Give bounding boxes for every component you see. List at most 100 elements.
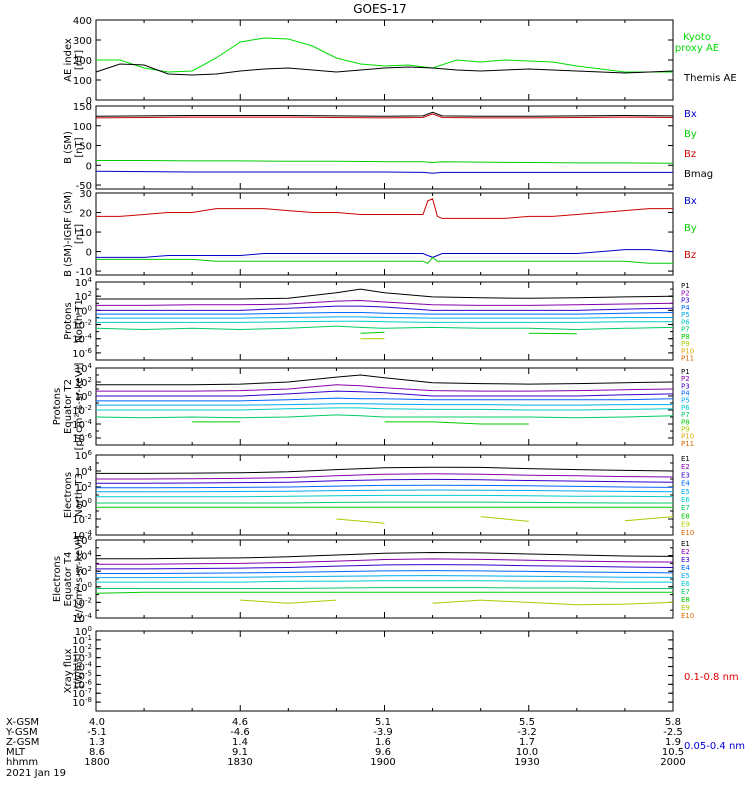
y-axis-label: Electrons xyxy=(63,472,74,518)
y-axis-label: B (SM) xyxy=(63,131,74,164)
legend-entry: 0.05-0.4 nm xyxy=(684,741,745,752)
y-axis-label: Protons xyxy=(52,388,63,425)
y-tick-label: 104 xyxy=(75,362,93,375)
series-p4 xyxy=(96,312,674,315)
footer-row-label: Z-GSM xyxy=(6,737,39,748)
legend-entry: By xyxy=(684,223,697,234)
y-tick-label: 0 xyxy=(86,161,92,172)
y-axis-label: Protons xyxy=(63,302,74,339)
legend-entry: E1 xyxy=(681,455,690,463)
y-tick-label: 10-2 xyxy=(72,596,92,609)
series-p1 xyxy=(96,374,674,386)
legend-entry: E7 xyxy=(681,588,690,596)
legend-entry: Themis AE xyxy=(683,73,737,84)
legend-entry: P4 xyxy=(681,390,690,398)
footer-value: 1900 xyxy=(370,757,395,768)
legend-entry: P3 xyxy=(681,382,690,390)
series-e9 xyxy=(240,599,674,606)
y-axis-label: Equator T4 xyxy=(63,552,74,607)
series-e2 xyxy=(96,473,674,480)
legend-entry: E1 xyxy=(681,540,690,548)
series-bz xyxy=(96,198,673,219)
legend-entry: P10 xyxy=(681,347,694,355)
y-tick-label: 10-3 xyxy=(72,652,92,665)
legend-entry: E2 xyxy=(681,463,690,471)
panel-frame xyxy=(95,630,674,712)
legend-entry: 0.1-0.8 nm xyxy=(684,672,739,683)
legend-entry: P2 xyxy=(681,375,690,383)
legend-entry: P6 xyxy=(681,404,690,412)
y-tick-label: 10-2 xyxy=(72,643,92,656)
footer-value: 5.8 xyxy=(665,717,681,728)
y-axis-label: Equator T2 xyxy=(63,379,74,434)
series-bx xyxy=(96,249,674,258)
footer-value: -5.1 xyxy=(87,727,107,738)
footer-value: 9.6 xyxy=(375,747,391,758)
footer-value: 2000 xyxy=(660,757,685,768)
series-e3 xyxy=(96,564,674,570)
series-p8 xyxy=(361,332,674,334)
series-e7 xyxy=(96,501,673,504)
legend-entry: E7 xyxy=(681,504,690,512)
y-tick-label: 100 xyxy=(75,497,92,510)
series-e1 xyxy=(96,551,674,560)
y-tick-label: 150 xyxy=(73,102,92,113)
panel-frame xyxy=(95,539,674,619)
series-p5 xyxy=(96,403,673,406)
legend-entry: E8 xyxy=(681,596,690,604)
y-tick-label: 106 xyxy=(75,449,93,462)
plot-title: GOES-17 xyxy=(353,2,407,16)
y-tick-label: 106 xyxy=(75,534,93,547)
footer-value: 9.1 xyxy=(232,747,248,758)
legend-entry: Bmag xyxy=(684,169,713,180)
footer-row-label: Y-GSM xyxy=(5,727,38,738)
y-tick-label: 10-4 xyxy=(72,529,92,542)
legend-entry: P5 xyxy=(681,311,690,319)
series-p7 xyxy=(95,414,674,419)
legend-entry: E3 xyxy=(681,471,690,479)
y-tick-label: 102 xyxy=(75,290,92,303)
series-p1 xyxy=(96,288,674,300)
y-axis-label: AE index xyxy=(63,38,74,82)
panel-frame xyxy=(95,281,674,361)
y-tick-label: 10-6 xyxy=(72,678,92,691)
y-tick-label: 100 xyxy=(75,390,92,403)
legend-entry: P9 xyxy=(681,425,690,433)
series-e3 xyxy=(96,478,674,484)
legend-entry: Bx xyxy=(684,196,697,207)
y-tick-label: 30 xyxy=(79,189,92,200)
legend-entry: Bz xyxy=(684,149,696,160)
legend-entry: E6 xyxy=(681,580,690,588)
series-e7 xyxy=(96,587,673,589)
series-p6 xyxy=(96,320,673,323)
y-tick-label: 10-4 xyxy=(72,418,92,431)
series-e2 xyxy=(96,558,674,565)
footer-value: 1.6 xyxy=(375,737,391,748)
y-axis-label: [nT] xyxy=(74,137,85,157)
y-tick-label: 20 xyxy=(79,209,92,220)
footer-row-label: hhmm xyxy=(6,757,38,768)
panel-frame xyxy=(95,105,674,190)
y-axis-label: Electrons xyxy=(52,556,63,602)
legend-entry: E5 xyxy=(681,572,690,580)
legend-entry: proxy AE xyxy=(675,43,719,54)
footer-value: 1800 xyxy=(84,757,109,768)
footer-value: -4.6 xyxy=(230,727,250,738)
footer-value: -3.2 xyxy=(517,727,537,738)
footer-value: 1830 xyxy=(227,757,252,768)
y-tick-label: 10-2 xyxy=(72,319,92,332)
footer-row-label: MLT xyxy=(6,747,26,758)
legend-entry: E4 xyxy=(681,480,690,488)
legend-entry: P7 xyxy=(681,411,690,419)
legend-entry: E9 xyxy=(681,521,690,529)
panel-bsm: 150 100 50 0 -50 B (SM) [nT] Bx By Bz Bmag xyxy=(63,102,713,192)
y-tick-label: 10-6 xyxy=(72,432,92,445)
orbit-footer: X-GSM 4.0 4.6 5.1 5.5 5.8 Y-GSM -5.1 -4.6 -3.9 -3.… xyxy=(5,717,686,779)
y-tick-label: 10-4 xyxy=(72,333,92,346)
series-bx xyxy=(95,170,673,174)
